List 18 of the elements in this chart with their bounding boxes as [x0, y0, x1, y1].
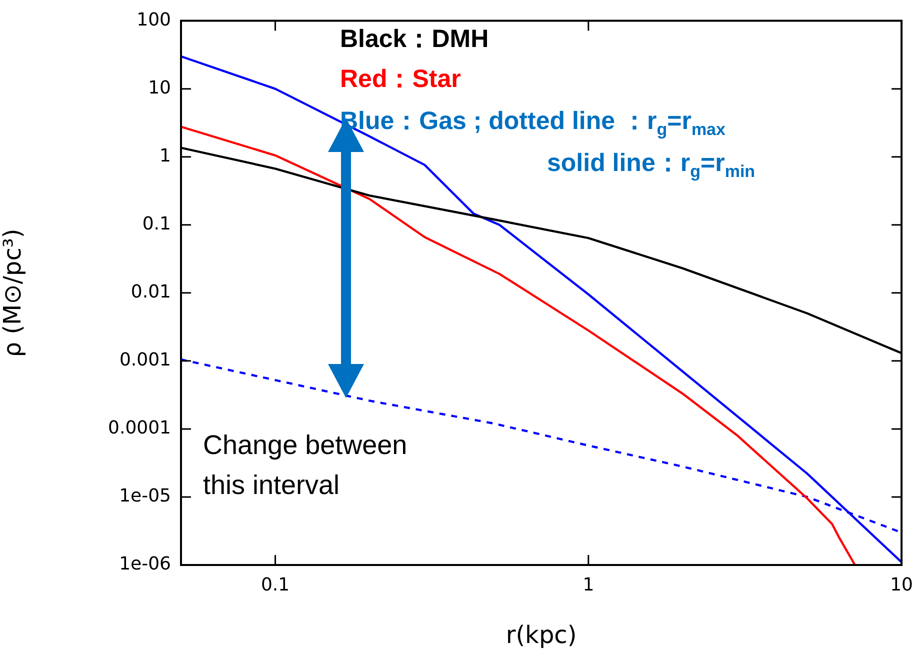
annotation: Black：DMH [340, 24, 489, 55]
y-tick-label: 0.01 [130, 282, 171, 303]
y-tick-label: 1e-05 [119, 486, 171, 507]
x-axis-title: r(kpc) [506, 620, 577, 649]
y-axis-title: ρ (M⊙/pc³) [0, 228, 27, 358]
x-tick-label: 1 [582, 574, 594, 596]
y-tick-label: 1 [160, 146, 171, 167]
annotation: Red：Star [340, 64, 461, 95]
y-tick-label: 0.1 [142, 214, 171, 235]
y-tick-label: 1e-06 [119, 554, 171, 575]
annotation: solid line：r$_{g}$=r$_{min}$ [547, 148, 756, 182]
y-tick-label: 0.0001 [108, 418, 171, 439]
annotation: Change between this interval [203, 429, 408, 502]
y-tick-label: 100 [136, 9, 171, 30]
y-tick-label: 0.001 [119, 350, 171, 371]
x-tick-label: 0.1 [260, 574, 290, 596]
x-tick-label: 10 [890, 574, 913, 596]
y-tick-label: 10 [148, 77, 171, 98]
